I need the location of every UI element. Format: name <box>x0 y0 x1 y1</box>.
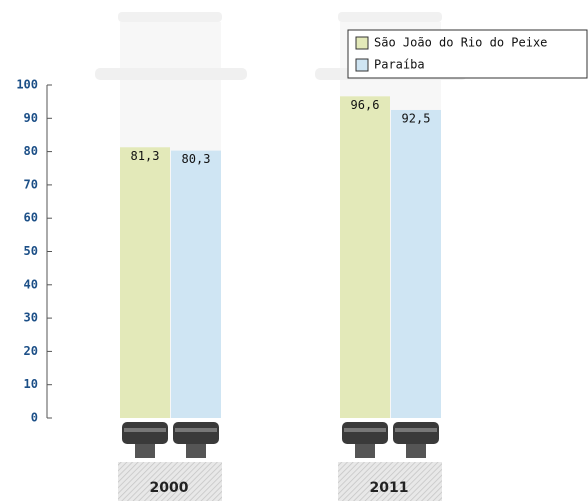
value-label: 81,3 <box>131 149 160 163</box>
y-tick-label: 0 <box>31 411 38 425</box>
bar <box>171 150 221 418</box>
y-tick-label: 70 <box>24 177 38 191</box>
syringe-cap <box>342 422 388 444</box>
legend-label: Paraíba <box>374 58 425 72</box>
y-tick-label: 20 <box>24 344 38 358</box>
y-tick-label: 80 <box>24 144 38 158</box>
legend-swatch <box>355 58 369 72</box>
category-box <box>338 462 442 501</box>
y-tick-label: 40 <box>24 277 38 291</box>
syringe-needle-base <box>186 444 206 458</box>
syringe-ring <box>344 428 386 432</box>
y-tick-label: 60 <box>24 211 38 225</box>
bars: 81,3 80,3 96,6 92,5 <box>120 96 441 419</box>
y-tick-label: 90 <box>24 111 38 125</box>
legend-swatch <box>355 36 369 50</box>
syringe-top <box>118 12 222 22</box>
syringe-ring <box>175 428 217 432</box>
syringe-needle-base <box>135 444 155 458</box>
syringe-ring <box>395 428 437 432</box>
syringe-cap <box>393 422 439 444</box>
syringe-flange <box>95 68 247 80</box>
syringe-ring <box>124 428 166 432</box>
syringe-top <box>338 12 442 22</box>
syringe-needle-base <box>355 444 375 458</box>
y-tick-label: 10 <box>24 377 38 391</box>
x-tick-label: 2000 <box>150 480 189 496</box>
value-label: 96,6 <box>351 98 380 112</box>
y-tick-label: 30 <box>24 311 38 325</box>
category-box <box>118 462 222 501</box>
bar <box>391 109 441 418</box>
legend-box <box>347 29 588 79</box>
y-tick-label: 100 <box>16 78 38 92</box>
bar <box>340 96 390 419</box>
y-axis: 0 10 20 30 40 50 60 70 80 90 100 <box>16 78 52 425</box>
syringe-needle-base <box>406 444 426 458</box>
syringe-cap <box>173 422 219 444</box>
value-label: 80,3 <box>182 152 211 166</box>
syringe-cap <box>122 422 168 444</box>
y-tick-label: 50 <box>24 244 38 258</box>
bar <box>120 147 170 418</box>
legend: São João do Rio do Peixe Paraíba <box>347 29 588 79</box>
value-label: 92,5 <box>402 111 431 125</box>
legend-label: São João do Rio do Peixe <box>374 36 547 50</box>
x-tick-label: 2011 <box>370 480 409 496</box>
